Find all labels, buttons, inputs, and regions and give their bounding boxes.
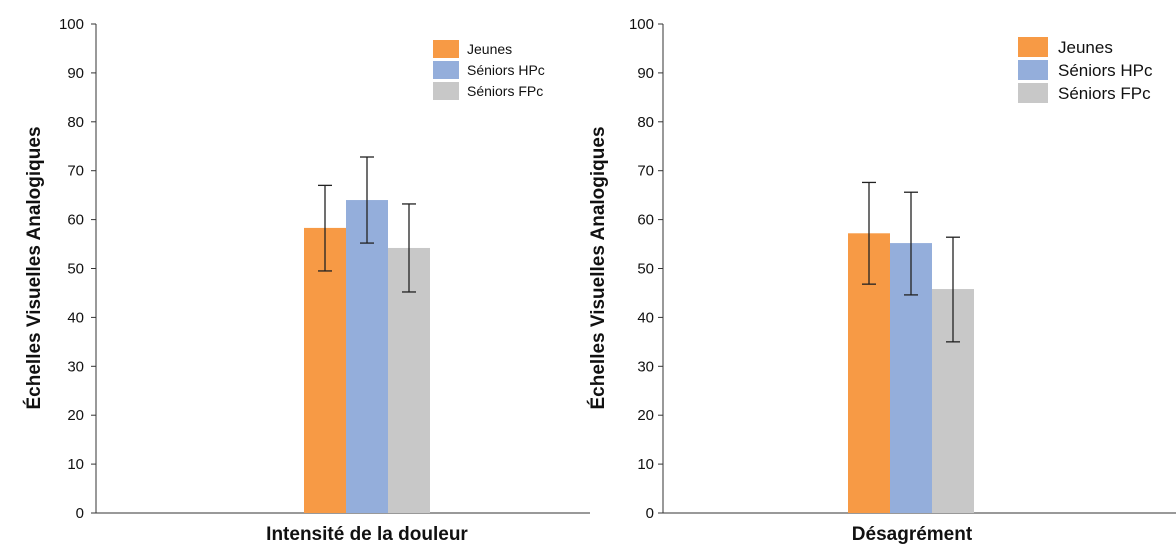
error-bar-jeunes: [862, 181, 876, 285]
y-tick-label: 20: [67, 407, 84, 424]
y-axis-ticks: 0 10 20 30 40 50 60 70 80 90 100: [629, 16, 663, 522]
y-tick-label: 30: [67, 358, 84, 375]
y-axis-label: Échelles Visuelles Analogiques: [23, 126, 45, 409]
y-tick-label: 20: [637, 407, 654, 424]
legend-swatch-jeunes: [433, 40, 459, 58]
y-tick-label: 100: [59, 16, 84, 33]
y-tick-label: 50: [637, 261, 654, 278]
error-bar-fpc: [946, 236, 960, 343]
legend-swatch-hpc: [1018, 60, 1048, 80]
bars: [304, 156, 430, 514]
legend-label-fpc: Séniors FPc: [467, 83, 543, 99]
y-tick-label: 30: [637, 358, 654, 375]
y-tick-label: 10: [67, 456, 84, 473]
legend-label-hpc: Séniors HPc: [1058, 61, 1153, 80]
legend: Jeunes Séniors HPc Séniors FPc: [1018, 37, 1153, 103]
y-axis-ticks: 0 10 20 30 40 50 60 70 80 90 100: [59, 16, 96, 522]
legend: Jeunes Séniors HPc Séniors FPc: [433, 40, 545, 100]
y-tick-label: 40: [67, 309, 84, 326]
y-tick-label: 90: [637, 65, 654, 82]
error-bar-hpc: [360, 156, 374, 244]
error-bar-hpc: [904, 191, 918, 296]
legend-swatch-hpc: [433, 61, 459, 79]
legend-label-jeunes: Jeunes: [1058, 38, 1113, 57]
y-tick-label: 80: [637, 114, 654, 131]
legend-swatch-fpc: [1018, 83, 1048, 103]
chart-panel-intensite: 0 10 20 30 40 50 60 70 80 90 100 Échelles Visuelle…: [23, 16, 590, 545]
bar-jeunes: [304, 227, 346, 513]
y-tick-label: 50: [67, 261, 84, 278]
y-tick-label: 60: [67, 212, 84, 229]
y-tick-label: 90: [67, 65, 84, 82]
legend-label-fpc: Séniors FPc: [1058, 84, 1151, 103]
y-tick-label: 0: [646, 505, 654, 522]
y-tick-label: 60: [637, 212, 654, 229]
legend-swatch-jeunes: [1018, 37, 1048, 57]
legend-label-jeunes: Jeunes: [467, 41, 512, 57]
bar-hpc: [346, 200, 388, 514]
x-axis-label: Désagrément: [852, 524, 973, 545]
chart-panel-desagrement: 0 10 20 30 40 50 60 70 80 90 100 Échelles Visuelle…: [587, 16, 1176, 545]
y-tick-label: 70: [67, 163, 84, 180]
y-tick-label: 0: [76, 505, 84, 522]
error-bar-fpc: [402, 203, 416, 293]
y-tick-label: 10: [637, 456, 654, 473]
bars: [848, 181, 974, 514]
y-axis-label: Échelles Visuelles Analogiques: [587, 126, 609, 409]
x-axis-label: Intensité de la douleur: [266, 524, 468, 545]
y-tick-label: 80: [67, 114, 84, 131]
error-bar-jeunes: [318, 184, 332, 272]
legend-label-hpc: Séniors HPc: [467, 62, 545, 78]
y-tick-label: 100: [629, 16, 654, 33]
y-tick-label: 70: [637, 163, 654, 180]
legend-swatch-fpc: [433, 82, 459, 100]
y-tick-label: 40: [637, 309, 654, 326]
